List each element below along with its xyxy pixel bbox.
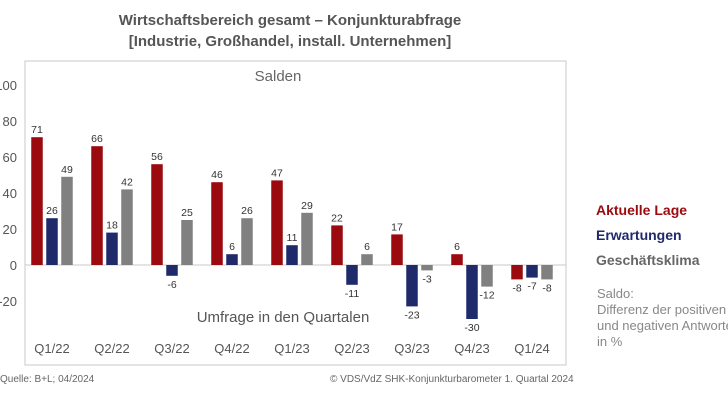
data-label: -11 — [345, 288, 360, 300]
plot-title: Salden — [255, 68, 302, 85]
bar — [301, 212, 313, 265]
y-tick-label: 40 — [3, 186, 17, 201]
note-line2: Differenz der positiven — [597, 302, 727, 317]
bar — [286, 245, 298, 265]
saldo-note: Saldo: Differenz der positiven und negat… — [597, 286, 728, 350]
bar — [541, 265, 553, 280]
data-label: 42 — [121, 176, 133, 188]
data-label: -6 — [167, 279, 176, 291]
chart-title-line1: Wirtschaftsbereich gesamt – Konjunkturab… — [118, 12, 462, 29]
data-label: 11 — [287, 232, 298, 244]
data-label: 71 — [31, 124, 43, 136]
y-tick-label: -20 — [0, 294, 17, 309]
chart-title-line2: [Industrie, Großhandel, install. Unterne… — [128, 33, 452, 50]
bar — [406, 265, 418, 307]
bar — [151, 164, 163, 265]
bar — [31, 137, 43, 265]
x-axis-label: Umfrage in den Quartalen — [197, 309, 370, 326]
data-label: -23 — [404, 309, 419, 321]
bar — [466, 265, 478, 319]
source-footer: Quelle: B+L; 04/2024 — [0, 374, 95, 385]
x-tick-label: Q3/22 — [154, 341, 189, 356]
bar — [106, 232, 118, 265]
note-line1: Saldo: — [597, 286, 634, 301]
data-label: -12 — [479, 290, 494, 302]
x-tick-label: Q2/22 — [94, 341, 129, 356]
data-label: -7 — [527, 281, 536, 293]
y-tick-label: 20 — [3, 222, 17, 237]
data-label: -3 — [422, 273, 431, 285]
data-label: 56 — [151, 151, 163, 163]
bar — [271, 180, 283, 265]
y-tick-label: 100 — [0, 78, 17, 93]
copyright-footer: © VDS/VdZ SHK-Konjunkturbarometer 1. Qua… — [330, 374, 574, 385]
bar — [241, 218, 253, 265]
x-tick-label: Q1/24 — [514, 341, 549, 356]
bar — [511, 265, 523, 280]
plot-frame — [24, 60, 567, 366]
data-label: 66 — [91, 133, 103, 145]
x-tick-label: Q1/22 — [34, 341, 69, 356]
x-tick-label: Q4/22 — [214, 341, 249, 356]
bar — [361, 254, 373, 265]
data-label: 18 — [106, 220, 118, 232]
data-label: 6 — [229, 241, 235, 253]
legend: Aktuelle Lage Erwartungen Geschäftsklima — [596, 202, 700, 277]
data-label: 46 — [211, 169, 223, 181]
bar — [421, 265, 433, 271]
bar — [451, 254, 463, 265]
bar — [61, 176, 73, 265]
x-tick-label: Q4/23 — [454, 341, 489, 356]
bar — [211, 182, 223, 265]
bar — [481, 265, 493, 287]
bar — [181, 220, 193, 265]
bar — [166, 265, 178, 276]
bar — [526, 265, 538, 278]
legend-item-aktuelle-lage: Aktuelle Lage — [596, 202, 688, 218]
data-label: 17 — [391, 221, 403, 233]
bar — [346, 265, 358, 285]
data-label: 22 — [331, 212, 343, 224]
data-label: -8 — [542, 282, 551, 294]
data-label: 26 — [46, 205, 58, 217]
x-tick-label: Q1/23 — [274, 341, 309, 356]
x-tick-label: Q2/23 — [334, 341, 369, 356]
y-tick-label: 0 — [10, 258, 17, 273]
data-label: 25 — [181, 207, 193, 219]
bar — [391, 234, 403, 265]
bar — [46, 218, 58, 265]
chart-title: Wirtschaftsbereich gesamt – Konjunkturab… — [0, 10, 580, 52]
note-line3: und negativen Antworten — [597, 318, 728, 333]
legend-item-erwartungen: Erwartungen — [596, 227, 682, 243]
bar-chart: -20020406080100Salden712649Q1/22661842Q2… — [0, 60, 567, 366]
data-label: -8 — [512, 282, 521, 294]
bar — [226, 254, 238, 265]
data-label: 49 — [61, 164, 73, 176]
data-label: -30 — [464, 322, 479, 334]
note-line4: in % — [597, 334, 623, 349]
bar — [121, 189, 133, 265]
x-tick-label: Q3/23 — [394, 341, 429, 356]
data-label: 6 — [454, 241, 460, 253]
bar — [331, 225, 343, 265]
y-tick-label: 60 — [3, 150, 17, 165]
bar — [91, 146, 103, 265]
legend-item-geschaeftsklima: Geschäftsklima — [596, 252, 700, 268]
data-label: 6 — [364, 241, 370, 253]
data-label: 29 — [301, 200, 313, 212]
data-label: 26 — [241, 205, 253, 217]
y-tick-label: 80 — [3, 114, 17, 129]
data-label: 47 — [271, 167, 283, 179]
